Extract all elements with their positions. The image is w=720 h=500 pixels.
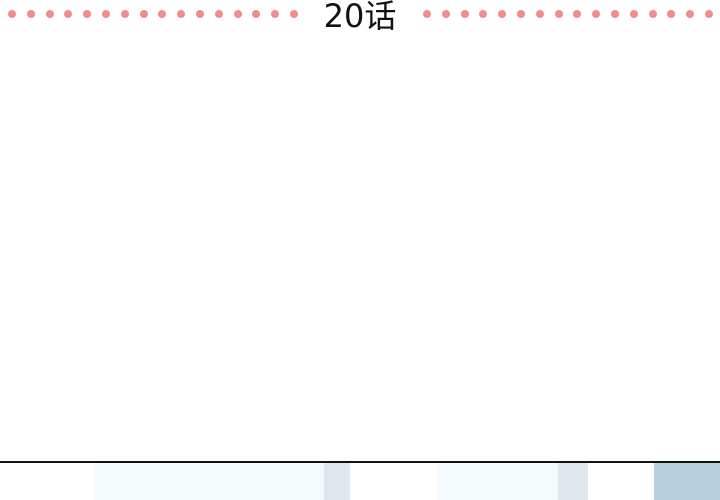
- window-frame-middle: [558, 463, 588, 500]
- dot-decoration: [195, 10, 204, 18]
- window-pane-left: [94, 463, 324, 500]
- dot-decoration: [252, 10, 261, 18]
- dot-decoration: [8, 10, 16, 18]
- dot-decoration: [610, 10, 619, 18]
- dot-decoration: [214, 10, 223, 18]
- dot-decoration: [120, 10, 129, 18]
- dot-decoration: [271, 10, 280, 18]
- dot-decoration: [64, 10, 73, 18]
- dot-decoration: [289, 10, 298, 18]
- dot-decoration: [629, 10, 638, 18]
- dot-decoration: [177, 10, 186, 18]
- dot-decoration: [26, 10, 35, 18]
- dot-decoration: [83, 10, 92, 18]
- window-frame-left: [324, 463, 350, 500]
- dot-decoration: [498, 10, 507, 18]
- sky-area-right: [654, 463, 720, 500]
- dot-decoration: [101, 10, 110, 18]
- comic-panel: [0, 463, 720, 500]
- dot-decoration: [554, 10, 563, 18]
- dotted-rule-left: [8, 9, 309, 19]
- dot-decoration: [460, 10, 469, 18]
- dot-decoration: [667, 10, 676, 18]
- dot-decoration: [441, 10, 450, 18]
- dot-decoration: [686, 10, 695, 18]
- comic-panel-border: [0, 461, 720, 463]
- dotted-rule-right: [423, 9, 720, 19]
- window-pane-middle: [438, 463, 558, 500]
- dot-decoration: [423, 10, 431, 18]
- dot-decoration: [648, 10, 657, 18]
- dot-decoration: [704, 10, 713, 18]
- dot-decoration: [479, 10, 488, 18]
- dot-decoration: [535, 10, 544, 18]
- chapter-header: 20话: [0, 0, 720, 34]
- dot-decoration: [592, 10, 601, 18]
- chapter-title: 20话: [323, 0, 397, 35]
- dot-decoration: [45, 10, 54, 18]
- dot-decoration: [158, 10, 167, 18]
- dot-decoration: [139, 10, 148, 18]
- dot-decoration: [516, 10, 525, 18]
- dot-decoration: [573, 10, 582, 18]
- dot-decoration: [233, 10, 242, 18]
